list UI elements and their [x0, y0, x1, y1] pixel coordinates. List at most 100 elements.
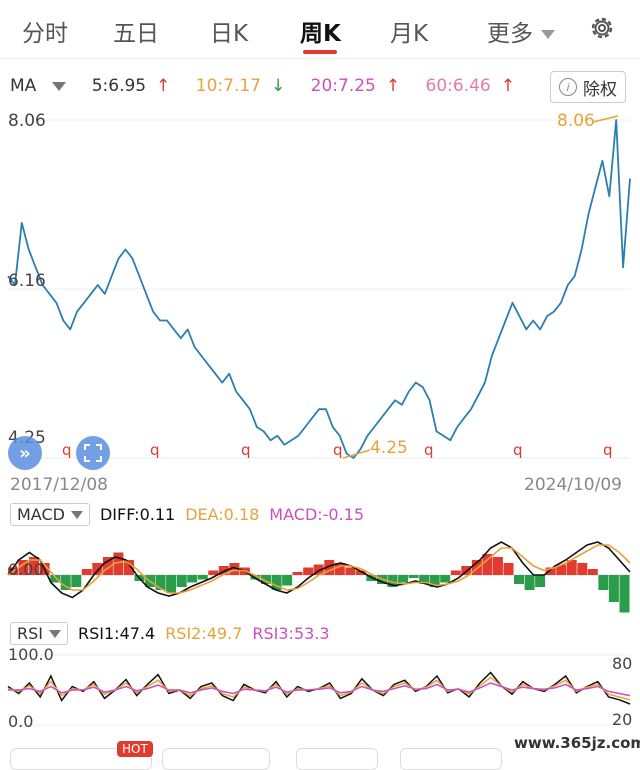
macd-histogram-bar: [102, 557, 113, 575]
more-dropdown[interactable]: 更多: [487, 14, 555, 48]
macd-histogram-bar: [545, 567, 556, 575]
gear-icon[interactable]: [588, 14, 616, 42]
rsi2-value: RSI2:49.7: [165, 624, 243, 643]
macd-histogram-bar: [197, 575, 208, 580]
macd-value: MACD:-0.15: [269, 505, 365, 524]
macd-histogram-bar: [18, 560, 29, 575]
ma10-text: 10:7.17: [195, 76, 261, 96]
chevron-down-icon: [70, 510, 83, 519]
price-axis-mid: 6.16: [8, 271, 46, 291]
quarter-marker: q: [150, 441, 160, 459]
ma-legend: MA 5:6.95 ↑ 10:7.17 ↓ 20:7.25 ↑ 60:6.46 ↑: [10, 76, 535, 96]
ex-rights-button[interactable]: i 除权: [550, 71, 626, 103]
rsi-axis-bottom: 0.0: [8, 712, 34, 731]
tab-intraday[interactable]: 分时: [22, 21, 68, 47]
macd-histogram-bar: [535, 575, 546, 587]
ma10-value: 10:7.17 ↓: [196, 76, 295, 96]
macd-histogram-bar: [229, 563, 240, 575]
min-annotation-leader: [342, 449, 371, 459]
tab-five-day[interactable]: 五日: [113, 21, 159, 47]
bottom-action-button[interactable]: [296, 748, 378, 770]
macd-histogram-bar: [608, 575, 619, 602]
macd-histogram-bar: [60, 575, 71, 590]
macd-histogram-bar: [261, 575, 271, 584]
macd-histogram-bar: [71, 575, 82, 587]
ma-selector[interactable]: MA: [10, 76, 76, 96]
macd-histogram-bar: [387, 575, 398, 587]
rsi-80-label: 80: [612, 654, 633, 673]
quarter-marker: q: [513, 441, 523, 459]
macd-histogram-bar: [492, 557, 503, 575]
macd-histogram-bar: [271, 575, 282, 590]
rsi-axis-top: 100.0: [8, 645, 54, 664]
tab-monthly-k[interactable]: 月K: [390, 21, 429, 47]
macd-histogram-bar: [92, 563, 103, 575]
macd-histogram-bar: [166, 575, 177, 593]
rsi-20-label: 20: [612, 710, 633, 729]
macd-histogram-bar: [398, 575, 409, 583]
macd-histogram-bar: [50, 575, 61, 583]
ma60-text: 60:6.46: [425, 76, 491, 96]
ma5-text: 5:6.95: [91, 76, 147, 96]
macd-histogram-bar: [324, 560, 335, 575]
chevron-down-icon: [541, 30, 555, 39]
end-date: 2024/10/09: [524, 475, 622, 495]
ma20-text: 20:7.25: [310, 76, 376, 96]
chevron-down-icon: [49, 629, 61, 638]
rsi1-value: RSI1:47.4: [78, 624, 156, 643]
max-price-annotation: 8.06: [557, 111, 595, 131]
macd-histogram-bar: [282, 575, 293, 586]
macd-histogram-bar: [155, 575, 166, 590]
macd-histogram-bar: [29, 557, 40, 575]
quarter-marker: q: [603, 441, 613, 459]
expand-forward-button[interactable]: »: [8, 436, 42, 470]
macd-histogram-bar: [598, 575, 609, 590]
up-arrow-icon: ↑: [385, 76, 401, 96]
macd-histogram-bar: [503, 563, 514, 575]
diff-line: [7, 541, 631, 599]
ex-rights-label: 除权: [583, 79, 617, 100]
macd-histogram-bar: [355, 570, 366, 575]
more-label: 更多: [487, 21, 533, 47]
up-arrow-icon: ↑: [156, 76, 171, 96]
dea-line: [7, 544, 631, 594]
info-icon: i: [559, 78, 577, 96]
macd-selector[interactable]: MACD: [10, 503, 90, 526]
quarter-marker: q: [424, 441, 434, 459]
up-arrow-icon: ↑: [500, 76, 515, 96]
macd-histogram-bar: [292, 572, 303, 575]
rsi3-value: RSI3:53.3: [252, 624, 330, 643]
macd-legend: MACD DIFF:0.11 DEA:0.18 MACD:-0.15: [10, 503, 364, 526]
macd-histogram-bar: [587, 569, 598, 575]
rsi-selector[interactable]: RSI: [10, 622, 68, 645]
macd-histogram-bar: [334, 563, 345, 575]
macd-histogram-bar: [176, 575, 187, 587]
macd-histogram-bar: [313, 564, 324, 575]
macd-histogram-bar: [124, 560, 134, 575]
price-axis-top: 8.06: [8, 111, 46, 131]
min-price-annotation: 4.25: [370, 438, 408, 458]
bottom-action-button[interactable]: [162, 748, 270, 770]
ma-label: MA: [10, 76, 37, 96]
macd-histogram-bar: [113, 552, 124, 575]
macd-zero-label: 0.00: [8, 560, 44, 579]
macd-histogram-bar: [429, 575, 440, 587]
start-date: 2017/12/08: [10, 475, 108, 495]
rsi3-line: [8, 682, 631, 697]
ma5-value: 5:6.95 ↑: [92, 76, 181, 96]
macd-histogram-bar: [250, 575, 261, 580]
fullscreen-button[interactable]: [76, 436, 110, 470]
period-tab-bar: 分时 五日 日K 周K 月K 更多: [0, 0, 640, 59]
macd-histogram-bar: [514, 575, 524, 584]
macd-histogram-bar: [450, 570, 461, 575]
macd-histogram-bar: [556, 564, 567, 575]
hot-badge: HOT: [117, 741, 153, 757]
tab-weekly-k[interactable]: 周K: [300, 21, 341, 47]
macd-histogram-bar: [482, 554, 493, 575]
quarter-marker: q: [62, 441, 72, 459]
macd-histogram-bar: [218, 566, 229, 575]
tab-daily-k[interactable]: 日K: [210, 21, 249, 47]
down-arrow-icon: ↓: [270, 76, 286, 96]
bottom-action-button[interactable]: [400, 748, 502, 770]
